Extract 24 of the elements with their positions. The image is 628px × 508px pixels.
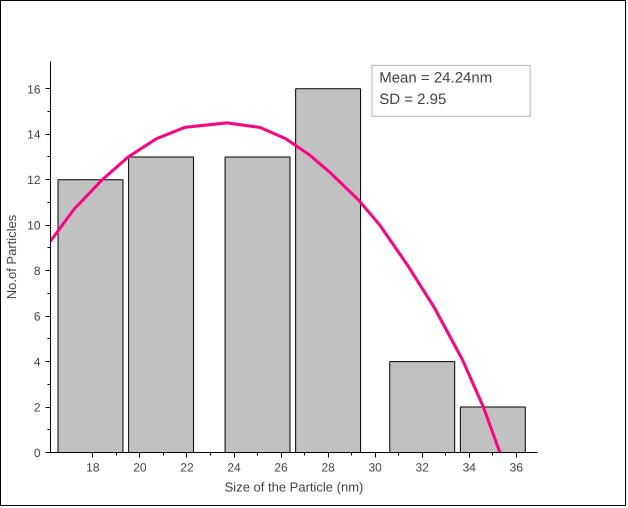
y-tick-label: 10: [27, 218, 41, 233]
x-tick-label: 36: [510, 460, 524, 474]
y-tick-label: 6: [34, 310, 41, 324]
x-tick-label: 32: [416, 460, 430, 474]
y-tick-label: 16: [27, 82, 41, 96]
x-tick-label: 24: [227, 460, 242, 474]
y-tick-label: 0: [34, 446, 41, 460]
x-tick-label: 18: [86, 460, 100, 474]
x-tick-label: 28: [321, 460, 336, 474]
y-tick-label: 4: [34, 355, 41, 370]
line-series: [50, 121, 502, 452]
x-tick-label: 30: [368, 460, 382, 474]
x-tick-label: 34: [462, 460, 476, 474]
x-tick-label: 22: [180, 460, 194, 474]
y-axis-title: No.of Particles: [4, 214, 20, 300]
x-tick-label: 26: [274, 460, 288, 474]
y-tick-label: 14: [27, 128, 41, 142]
annotation: SD = 2.95: [379, 90, 446, 108]
y-tick-label: 8: [34, 264, 41, 278]
y-tick-label: 12: [27, 173, 41, 188]
x-tick-label: 20: [133, 460, 147, 474]
y-tick-label: 2: [34, 400, 41, 415]
annotation: Mean = 24.24nm: [379, 69, 492, 86]
x-axis-title: Size of the Particle (nm): [224, 480, 364, 494]
